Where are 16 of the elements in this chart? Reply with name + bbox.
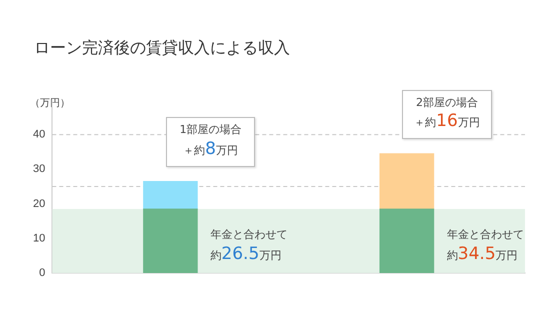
bar: [379, 208, 434, 273]
speech-bubble: 2部屋の場合＋約16万円: [402, 90, 492, 140]
y-tick-label: 0: [39, 267, 46, 280]
speech-bubble: 1部屋の場合＋約8万円: [166, 117, 256, 168]
annotation: 1部屋の場合＋約8万円: [180, 123, 242, 160]
chart-title: ローン完済後の賃貸収入による収入: [34, 38, 290, 59]
y-tick-label: 20: [32, 198, 46, 210]
annotation: 年金と合わせて約34.5万円: [446, 228, 524, 264]
bar: [379, 153, 434, 210]
y-tick-label: 40: [32, 128, 46, 141]
bar: [143, 180, 198, 210]
bar: [143, 208, 198, 273]
y-tick-label: 30: [32, 163, 46, 176]
annotation: 年金と合わせて約26.5万円: [210, 228, 288, 264]
y-tick-label: 10: [32, 232, 46, 244]
annotation: 2部屋の場合＋約16万円: [414, 96, 480, 132]
